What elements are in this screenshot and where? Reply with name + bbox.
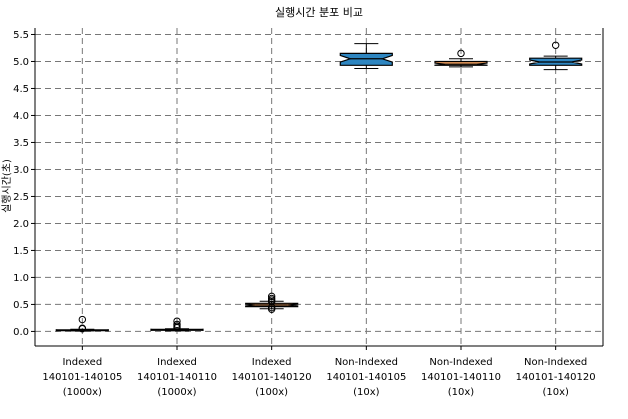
box-layer	[55, 41, 583, 333]
y-tick-label: 3.0	[13, 165, 29, 176]
x-category-label-line: Indexed	[252, 357, 292, 368]
y-tick-label: 1.0	[13, 273, 29, 284]
x-category-label-line: (10x)	[448, 387, 475, 398]
y-tick-label: 5.5	[13, 30, 29, 41]
y-tick-label: 1.5	[13, 246, 29, 257]
outlier-point	[173, 317, 181, 325]
outlier-point	[267, 292, 276, 301]
x-category-label-line: Non-Indexed	[524, 357, 587, 368]
y-axis-label: 실행시간(초)	[1, 159, 13, 213]
y-tick-label: 4.0	[13, 111, 29, 122]
y-tick-label: 0.5	[13, 300, 29, 311]
y-tick-label: 2.0	[13, 219, 29, 230]
x-category-label-line: 140101-140110	[421, 372, 501, 383]
x-category-label-line: Non-Indexed	[335, 357, 398, 368]
chart-title: 실행시간 분포 비교	[275, 6, 363, 19]
x-category-label: Non-Indexed 140101-140105 (10x)	[326, 357, 406, 398]
y-tick-label: 4.5	[13, 84, 29, 95]
outlier-point	[78, 324, 87, 332]
box-group	[434, 49, 488, 68]
x-category-label-line: (1000x)	[157, 387, 196, 398]
box-group	[150, 317, 204, 332]
x-category-label-line: 140101-140110	[137, 372, 217, 383]
box-group	[55, 315, 109, 333]
x-category-label-line: Indexed	[62, 357, 102, 368]
x-category-label-line: (10x)	[353, 387, 380, 398]
x-category-label-line: 140101-140120	[232, 372, 312, 383]
x-category-label: Indexed 140101-140120 (100x)	[232, 357, 312, 398]
x-category-label-line: (10x)	[542, 387, 569, 398]
x-category-label: Non-Indexed 140101-140120 (10x)	[516, 357, 596, 398]
y-tick-label: 5.0	[13, 57, 29, 68]
label-layer: 0.0 0.5 1.0 1.5 2.0 2.5 3.0 3.5 4.0 4.5 5.0 5.5 Inde…	[13, 30, 596, 398]
x-category-label-line: 140101-140105	[42, 372, 122, 383]
x-category-label-line: Non-Indexed	[429, 357, 492, 368]
box-group	[339, 43, 393, 69]
outlier-point	[78, 315, 87, 324]
y-tick-label: 0.0	[13, 327, 29, 338]
outlier-point	[551, 41, 560, 49]
x-category-label-line: Indexed	[157, 357, 197, 368]
outlier-point	[173, 320, 181, 329]
x-category-label-line: 140101-140120	[516, 372, 596, 383]
x-category-label-line: 140101-140105	[326, 372, 406, 383]
x-category-label: Non-Indexed 140101-140110 (10x)	[421, 357, 501, 398]
x-category-label-line: (100x)	[255, 387, 288, 398]
box-group	[245, 292, 299, 313]
x-category-label-line: (1000x)	[63, 387, 102, 398]
outlier-point	[457, 49, 465, 58]
grid-layer	[35, 28, 603, 346]
x-category-label: Indexed 140101-140105 (1000x)	[42, 357, 122, 398]
outlier-point	[267, 294, 276, 303]
x-category-label: Indexed 140101-140110 (1000x)	[137, 357, 217, 398]
box-group	[529, 41, 583, 71]
y-tick-label: 2.5	[13, 192, 29, 203]
y-tick-label: 3.5	[13, 138, 29, 149]
axis-layer	[31, 28, 604, 350]
